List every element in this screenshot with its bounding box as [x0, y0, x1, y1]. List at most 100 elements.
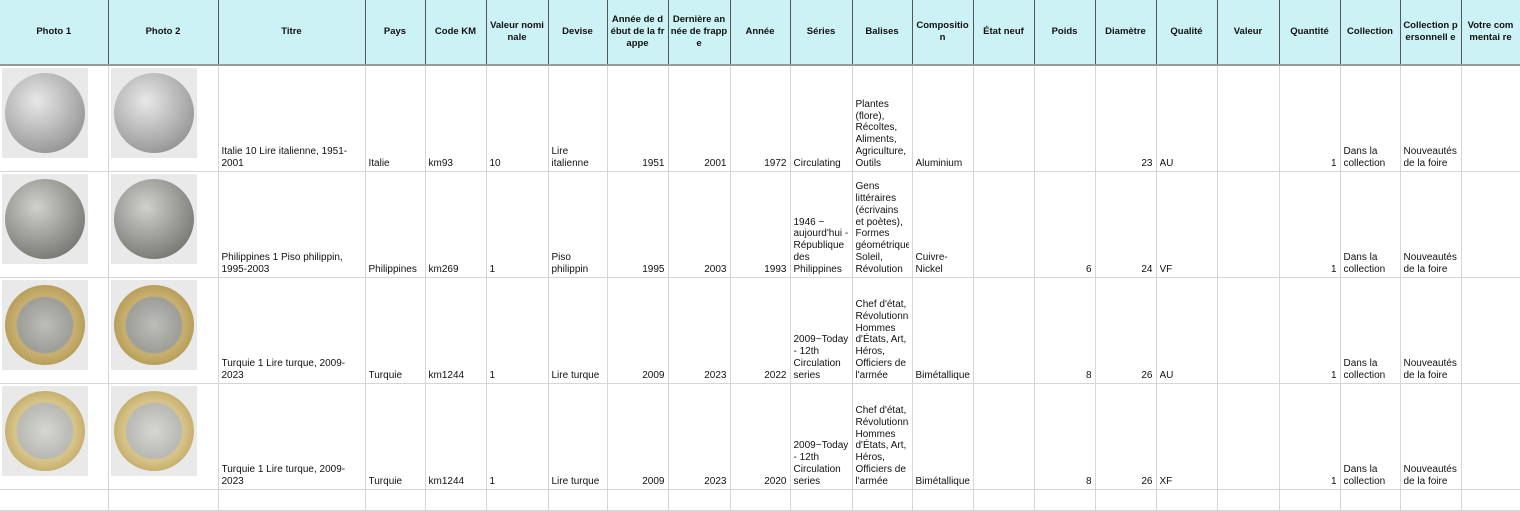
empty-cell[interactable]	[1400, 489, 1462, 511]
annee-cell[interactable]: 2022	[730, 277, 791, 384]
empty-cell[interactable]	[607, 489, 669, 511]
perso-cell[interactable]: Nouveautés de la foire	[1400, 65, 1462, 172]
qualite-cell[interactable]: AU	[1156, 65, 1218, 172]
empty-cell[interactable]	[973, 489, 1035, 511]
column-header[interactable]: Diamètre	[1095, 0, 1157, 66]
column-header[interactable]: Balises	[852, 0, 913, 66]
column-header[interactable]: Quantité	[1279, 0, 1341, 66]
valeur_nominale-cell[interactable]: 1	[486, 383, 549, 490]
empty-cell[interactable]	[1340, 489, 1401, 511]
column-header[interactable]: État neuf	[973, 0, 1035, 66]
diametre-cell[interactable]: 24	[1095, 171, 1157, 278]
empty-cell[interactable]	[1217, 489, 1280, 511]
empty-cell[interactable]	[365, 489, 426, 511]
quantite-cell[interactable]: 1	[1279, 171, 1341, 278]
etat-cell[interactable]	[973, 171, 1035, 278]
photo1-cell[interactable]	[0, 65, 109, 172]
column-header[interactable]: Poids	[1034, 0, 1096, 66]
pays-cell[interactable]: Philippines	[365, 171, 426, 278]
composition-cell[interactable]: Cuivre-Nickel	[912, 171, 974, 278]
empty-cell[interactable]	[486, 489, 549, 511]
quantite-cell[interactable]: 1	[1279, 383, 1341, 490]
annee-cell[interactable]: 1972	[730, 65, 791, 172]
etat-cell[interactable]	[973, 65, 1035, 172]
commentaire-cell[interactable]	[1461, 171, 1520, 278]
quantite-cell[interactable]: 1	[1279, 65, 1341, 172]
pays-cell[interactable]: Turquie	[365, 383, 426, 490]
derniere-cell[interactable]: 2003	[668, 171, 731, 278]
balises-cell[interactable]: Chef d'état, Révolutionnaires, Hommes d'…	[852, 383, 913, 490]
valeur_nominale-cell[interactable]: 1	[486, 171, 549, 278]
composition-cell[interactable]: Aluminium	[912, 65, 974, 172]
column-header[interactable]: Titre	[218, 0, 366, 66]
perso-cell[interactable]: Nouveautés de la foire	[1400, 171, 1462, 278]
empty-cell[interactable]	[912, 489, 974, 511]
photo1-cell[interactable]	[0, 277, 109, 384]
balises-cell[interactable]: Chef d'état, Révolutionnaires, Hommes d'…	[852, 277, 913, 384]
valeur-cell[interactable]	[1217, 383, 1280, 490]
code-cell[interactable]: km93	[425, 65, 487, 172]
empty-cell[interactable]	[1095, 489, 1157, 511]
code-cell[interactable]: km269	[425, 171, 487, 278]
quantite-cell[interactable]: 1	[1279, 277, 1341, 384]
titre-cell[interactable]: Turquie 1 Lire turque, 2009-2023	[218, 277, 366, 384]
composition-cell[interactable]: Bimétallique	[912, 383, 974, 490]
column-header[interactable]: Valeur	[1217, 0, 1280, 66]
diametre-cell[interactable]: 23	[1095, 65, 1157, 172]
column-header[interactable]: Collection	[1340, 0, 1401, 66]
poids-cell[interactable]	[1034, 65, 1096, 172]
empty-cell[interactable]	[108, 489, 219, 511]
column-header[interactable]: Collection personnell e	[1400, 0, 1462, 66]
debut-cell[interactable]: 1951	[607, 65, 669, 172]
photo1-cell[interactable]	[0, 383, 109, 490]
annee-cell[interactable]: 1993	[730, 171, 791, 278]
photo2-cell[interactable]	[108, 383, 219, 490]
pays-cell[interactable]: Turquie	[365, 277, 426, 384]
empty-cell[interactable]	[1279, 489, 1341, 511]
collection-cell[interactable]: Dans la collection	[1340, 277, 1401, 384]
code-cell[interactable]: km1244	[425, 277, 487, 384]
collection-cell[interactable]: Dans la collection	[1340, 65, 1401, 172]
series-cell[interactable]: 2009~Today - 12th Circulation series	[790, 383, 853, 490]
devise-cell[interactable]: Lire turque	[548, 277, 608, 384]
valeur-cell[interactable]	[1217, 65, 1280, 172]
empty-cell[interactable]	[0, 489, 109, 511]
column-header[interactable]: Code KM	[425, 0, 487, 66]
qualite-cell[interactable]: XF	[1156, 383, 1218, 490]
column-header[interactable]: Année	[730, 0, 791, 66]
annee-cell[interactable]: 2020	[730, 383, 791, 490]
column-header[interactable]: Photo 1	[0, 0, 109, 66]
titre-cell[interactable]: Turquie 1 Lire turque, 2009-2023	[218, 383, 366, 490]
debut-cell[interactable]: 2009	[607, 277, 669, 384]
diametre-cell[interactable]: 26	[1095, 277, 1157, 384]
valeur_nominale-cell[interactable]: 1	[486, 277, 549, 384]
pays-cell[interactable]: Italie	[365, 65, 426, 172]
devise-cell[interactable]: Piso philippin	[548, 171, 608, 278]
column-header[interactable]: Devise	[548, 0, 608, 66]
series-cell[interactable]: 2009~Today - 12th Circulation series	[790, 277, 853, 384]
commentaire-cell[interactable]	[1461, 65, 1520, 172]
column-header[interactable]: Dernière année de frappe	[668, 0, 731, 66]
valeur-cell[interactable]	[1217, 277, 1280, 384]
derniere-cell[interactable]: 2023	[668, 383, 731, 490]
debut-cell[interactable]: 2009	[607, 383, 669, 490]
composition-cell[interactable]: Bimétallique	[912, 277, 974, 384]
derniere-cell[interactable]: 2023	[668, 277, 731, 384]
devise-cell[interactable]: Lire turque	[548, 383, 608, 490]
column-header[interactable]: Compositio n	[912, 0, 974, 66]
photo1-cell[interactable]	[0, 171, 109, 278]
empty-cell[interactable]	[1461, 489, 1520, 511]
balises-cell[interactable]: Gens littéraires (écrivains et poètes), …	[852, 171, 913, 278]
poids-cell[interactable]: 8	[1034, 383, 1096, 490]
debut-cell[interactable]: 1995	[607, 171, 669, 278]
series-cell[interactable]: 1946 ~ aujourd'hui - République des Phil…	[790, 171, 853, 278]
balises-cell[interactable]: Plantes (flore), Récoltes, Aliments, Agr…	[852, 65, 913, 172]
empty-cell[interactable]	[1034, 489, 1096, 511]
collection-cell[interactable]: Dans la collection	[1340, 171, 1401, 278]
titre-cell[interactable]: Italie 10 Lire italienne, 1951-2001	[218, 65, 366, 172]
column-header[interactable]: Photo 2	[108, 0, 219, 66]
column-header[interactable]: Valeur nominale	[486, 0, 549, 66]
diametre-cell[interactable]: 26	[1095, 383, 1157, 490]
qualite-cell[interactable]: VF	[1156, 171, 1218, 278]
empty-cell[interactable]	[548, 489, 608, 511]
